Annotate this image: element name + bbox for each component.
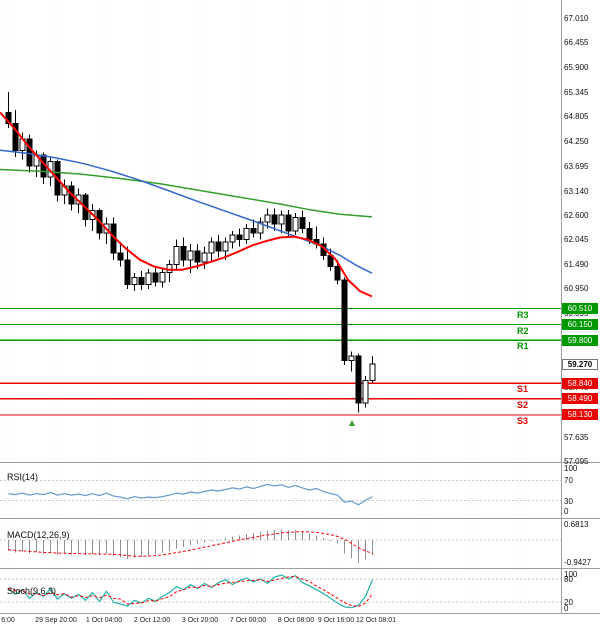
resistance-label: R2 xyxy=(517,325,529,336)
candles xyxy=(5,92,376,413)
time-axis-label: 3 Oct 20:00 xyxy=(181,617,219,624)
time-axis-label: 9 Oct 16:00 xyxy=(317,617,355,624)
resistance-price-badge: 60.150 xyxy=(562,319,598,331)
price-axis-label: 60.950 xyxy=(564,284,589,294)
price-axis-label: 67.010 xyxy=(564,13,589,23)
macd-scale-label: 0.6813 xyxy=(564,520,589,529)
price-axis-label: 65.345 xyxy=(564,87,589,97)
support-price-badge: 58.130 xyxy=(562,409,598,421)
price-axis-label: 63.695 xyxy=(564,161,589,171)
stoch-scale-label: 0 xyxy=(564,604,569,613)
macd-indicator-label: MACD(12,26,9) xyxy=(7,530,70,540)
panel-borders xyxy=(0,0,600,614)
price-axis-label: 62.600 xyxy=(564,210,589,220)
support-resistance-lines xyxy=(0,308,561,416)
time-axis-label: 29 Sep 20:00 xyxy=(35,617,77,624)
stoch-panel xyxy=(0,574,561,609)
resistance-label: R1 xyxy=(517,341,529,352)
price-axis-label: 61.490 xyxy=(564,260,589,270)
stoch-scale-label: 80 xyxy=(564,574,573,584)
support-label: S3 xyxy=(517,415,529,426)
price-axis-label: 57.635 xyxy=(564,432,589,442)
stoch-scale-label: 20 xyxy=(564,598,573,608)
rsi-scale-label: 100 xyxy=(564,464,578,473)
time-axis-label: 12 Oct 08:01 xyxy=(355,617,397,624)
time-axis-label: 8 Oct 08:00 xyxy=(277,617,315,624)
macd-panel xyxy=(0,529,561,563)
moving-averages xyxy=(0,111,373,298)
price-axis-label: 63.140 xyxy=(564,186,589,196)
price-axis-label: 62.045 xyxy=(564,235,589,245)
time-axis-label: 7 Oct 00:00 xyxy=(229,617,267,624)
up-arrow-marker xyxy=(349,420,355,426)
price-axis-label: 64.250 xyxy=(564,136,589,146)
rsi-indicator-label: RSI(14) xyxy=(7,472,39,482)
rsi-scale-label: 0 xyxy=(564,507,569,516)
time-axis-label: 1 Oct 04:00 xyxy=(85,617,123,624)
rsi-scale-label: 70 xyxy=(564,476,573,486)
macd-scale-label: -0.9427 xyxy=(564,558,592,567)
price-axis-label: 66.455 xyxy=(564,38,589,48)
price-axis-label: 57.095 xyxy=(564,456,589,466)
time-axis-label: 2 Oct 12:00 xyxy=(133,617,171,624)
grid xyxy=(7,2,521,613)
resistance-price-badge: 60.510 xyxy=(562,303,598,315)
stoch-indicator-label: Stoch(9,6,3) xyxy=(7,586,57,596)
time-axis-label: 6:00 xyxy=(1,617,15,624)
resistance-label: R3 xyxy=(517,309,529,320)
price-axis-label: 64.805 xyxy=(564,112,589,122)
support-price-badge: 58.490 xyxy=(562,393,598,405)
support-price-badge: 58.840 xyxy=(562,377,598,389)
current-price-badge: 59.270 xyxy=(562,359,598,370)
rsi-panel xyxy=(0,479,561,506)
rsi-scale-label: 30 xyxy=(564,496,573,506)
resistance-price-badge: 59.800 xyxy=(562,334,598,346)
price-axis-label: 65.900 xyxy=(564,63,589,73)
stoch-scale-label: 100 xyxy=(564,570,578,579)
support-label: S2 xyxy=(517,399,529,410)
support-label: S1 xyxy=(517,384,529,395)
